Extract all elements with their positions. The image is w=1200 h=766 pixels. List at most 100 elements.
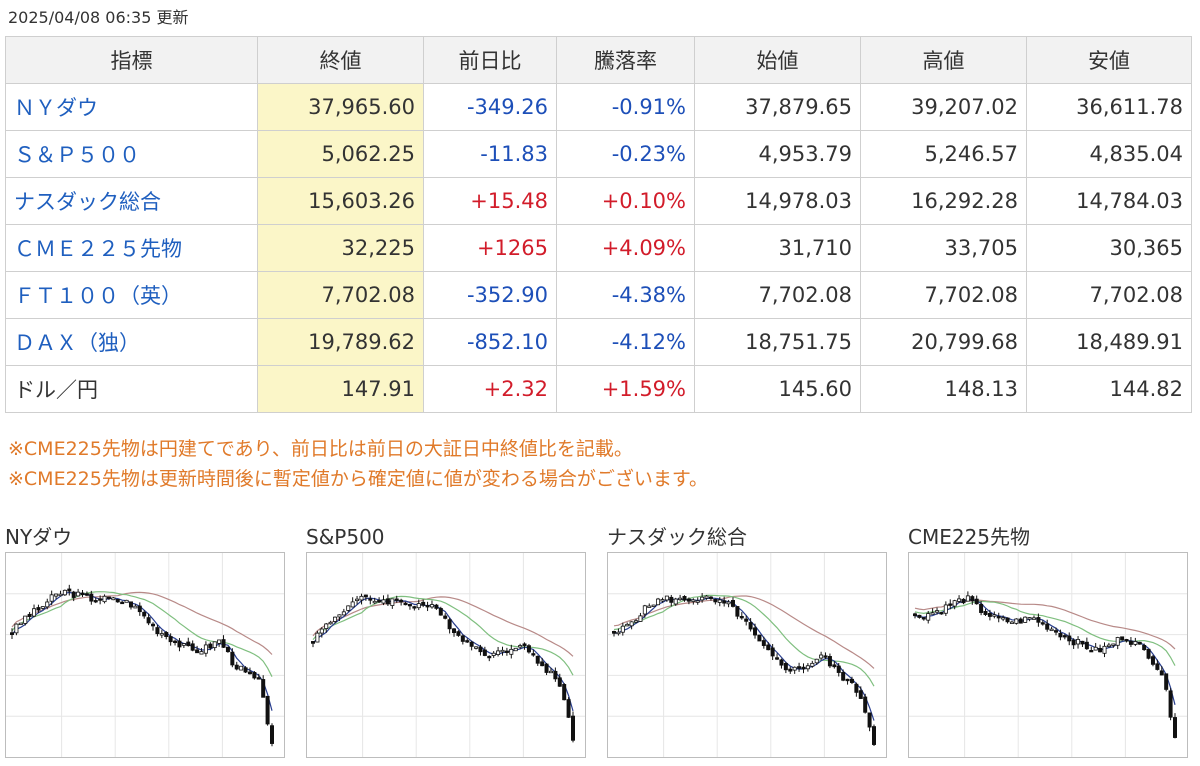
candle-body	[252, 672, 257, 679]
candle-body	[930, 612, 935, 615]
candle-body	[970, 596, 975, 602]
candle-body	[173, 640, 178, 644]
candle-body	[500, 649, 505, 653]
close-cell: 19,789.62	[257, 318, 424, 366]
candle-body	[792, 666, 797, 671]
candlestick-chart	[909, 553, 1187, 757]
candle-body	[1018, 618, 1023, 624]
candle-body	[89, 593, 94, 602]
candle-body	[1071, 639, 1076, 646]
updated-timestamp: 2025/04/08 06:35 更新	[8, 8, 189, 27]
candle-body	[443, 615, 448, 619]
index-name-link[interactable]: ナスダック総合	[5, 177, 258, 225]
candle-body	[36, 607, 41, 611]
candle-body	[700, 596, 705, 601]
candle-body	[518, 645, 523, 648]
candle-body	[858, 690, 863, 699]
candle-body	[142, 611, 147, 617]
candle-body	[629, 621, 634, 627]
candle-body	[181, 643, 186, 646]
chart-card-nydow[interactable]: NYダウ	[5, 522, 287, 758]
candle-body	[783, 663, 788, 671]
candle-body	[664, 595, 669, 601]
candle-body	[979, 603, 984, 613]
candle-body	[10, 632, 15, 635]
candle-body	[926, 613, 931, 621]
candle-body	[474, 646, 479, 649]
column-header-rate: 騰落率	[556, 36, 695, 84]
open-cell: 37,879.65	[694, 83, 861, 131]
chart-card-nasdaq[interactable]: ナスダック総合	[607, 522, 889, 758]
index-name-link[interactable]: Ｓ＆Ｐ５００	[5, 130, 258, 178]
candle-body	[823, 655, 828, 658]
candle-body	[159, 633, 164, 636]
high-cell: 33,705	[860, 224, 1027, 272]
ma-long-line	[613, 595, 875, 669]
candle-body	[965, 595, 970, 602]
candle-body	[1089, 650, 1094, 653]
candle-body	[871, 726, 876, 745]
candle-body	[570, 715, 575, 741]
candle-body	[151, 623, 156, 627]
candle-body	[403, 602, 408, 606]
candle-body	[447, 619, 452, 630]
candle-body	[996, 616, 1001, 619]
candle-body	[651, 604, 656, 607]
change-cell: +1265	[423, 224, 557, 272]
candle-body	[487, 655, 492, 659]
open-cell: 4,953.79	[694, 130, 861, 178]
index-name-link[interactable]: ＤＡＸ（独）	[5, 318, 258, 366]
candle-body	[1098, 647, 1103, 653]
candle-body	[1027, 617, 1032, 620]
column-header-index: 指標	[5, 36, 258, 84]
candle-body	[208, 643, 213, 649]
candle-body	[921, 617, 926, 620]
open-cell: 7,702.08	[694, 271, 861, 319]
candle-body	[243, 667, 248, 673]
rate-cell: -0.23%	[556, 130, 695, 178]
close-cell: 7,702.08	[257, 271, 424, 319]
high-cell: 7,702.08	[860, 271, 1027, 319]
candle-body	[540, 661, 545, 667]
close-cell: 15,603.26	[257, 177, 424, 225]
candle-body	[319, 628, 324, 634]
index-name-link[interactable]: ＣＭＥ２２５先物	[5, 224, 258, 272]
high-cell: 20,799.68	[860, 318, 1027, 366]
chart-card-cme225[interactable]: CME225先物	[908, 522, 1190, 758]
ma-mid-line	[11, 591, 273, 677]
low-cell: 144.82	[1026, 365, 1192, 413]
candle-body	[1168, 690, 1173, 718]
candle-body	[913, 613, 918, 617]
candle-body	[814, 658, 819, 664]
candle-body	[669, 596, 674, 603]
index-name-link[interactable]: ＦＴ１００（英）	[5, 271, 258, 319]
change-cell: +2.32	[423, 365, 557, 413]
candle-body	[566, 699, 571, 718]
index-name-link[interactable]: ＮＹダウ	[5, 83, 258, 131]
close-cell: 147.91	[257, 365, 424, 413]
candle-body	[412, 606, 417, 609]
candle-body	[385, 598, 390, 605]
table-row: ナスダック総合 15,603.26 +15.48 +0.10% 14,978.0…	[5, 177, 1192, 225]
change-cell: -349.26	[423, 83, 557, 131]
candle-body	[425, 605, 430, 608]
candle-body	[247, 671, 252, 675]
candle-body	[612, 630, 617, 634]
candle-body	[18, 622, 23, 626]
column-header-low: 安値	[1026, 36, 1192, 84]
candle-body	[1080, 640, 1085, 645]
candlestick-chart	[608, 553, 886, 757]
candle-body	[1120, 636, 1125, 641]
candle-body	[708, 596, 713, 599]
chart-card-sp500[interactable]: S&P500	[306, 522, 588, 758]
candle-body	[337, 614, 342, 618]
candlestick-chart	[307, 553, 585, 757]
candle-body	[722, 600, 727, 604]
candle-body	[682, 596, 687, 601]
notes: ※CME225先物は円建てであり、前日比は前日の大証日中終値比を記載。 ※CME…	[8, 434, 708, 494]
candle-body	[647, 605, 652, 608]
candle-body	[199, 651, 204, 655]
candle-body	[346, 605, 351, 611]
candle-body	[535, 655, 540, 664]
close-cell: 37,965.60	[257, 83, 424, 131]
